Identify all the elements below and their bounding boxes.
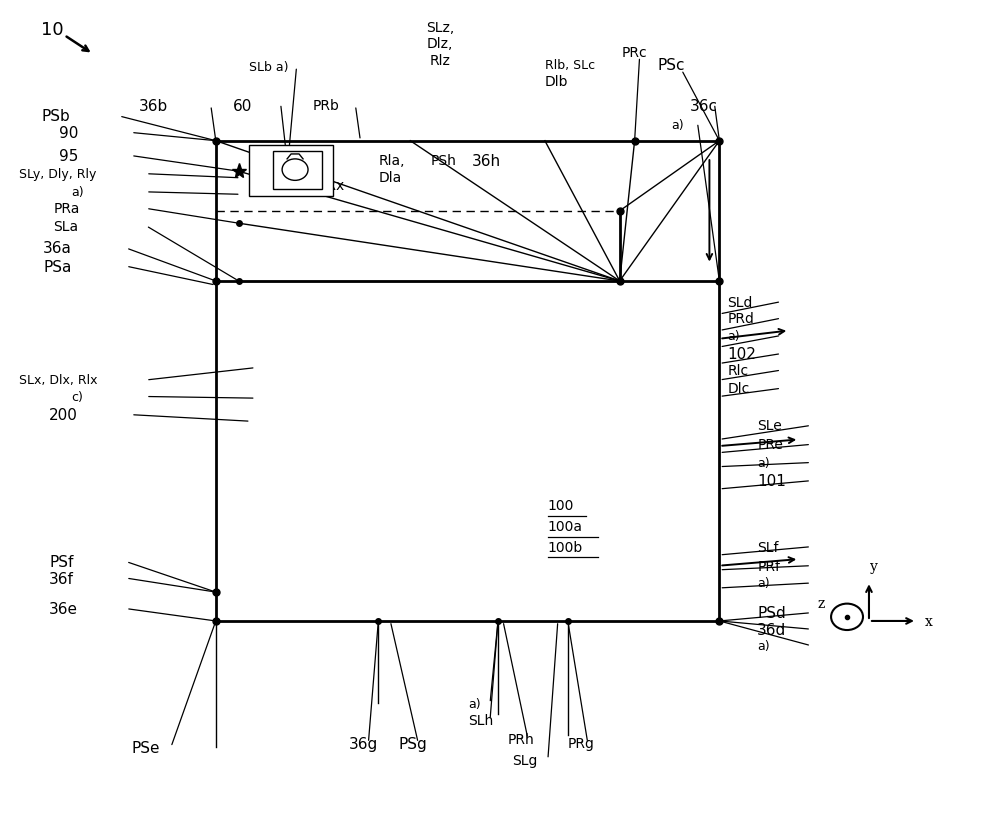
Text: 100a: 100a	[548, 519, 583, 533]
Bar	[273, 152, 322, 190]
Text: SLy, Dly, Rly: SLy, Dly, Rly	[19, 168, 97, 181]
Text: a): a)	[757, 576, 770, 590]
Bar	[620, 141, 719, 282]
Text: SLe: SLe	[757, 418, 782, 433]
Text: 36b: 36b	[139, 98, 168, 113]
Text: a): a)	[71, 186, 84, 199]
Text: Rla,: Rla,	[378, 155, 405, 168]
Text: 36a: 36a	[43, 241, 72, 256]
Text: c): c)	[71, 390, 83, 404]
Text: Rlc: Rlc	[727, 364, 748, 378]
Text: PRg: PRg	[568, 736, 595, 750]
Text: SLa: SLa	[53, 219, 78, 233]
Bar	[216, 282, 719, 592]
Circle shape	[831, 604, 863, 630]
Text: SLf: SLf	[757, 540, 779, 554]
Text: Rlb, SLc: Rlb, SLc	[545, 60, 595, 72]
Text: y: y	[870, 559, 878, 573]
Text: 36h: 36h	[472, 154, 501, 169]
Text: PSg: PSg	[398, 736, 427, 751]
Text: a): a)	[727, 329, 740, 342]
Text: Rlz: Rlz	[430, 54, 451, 68]
Text: PRb: PRb	[313, 99, 339, 113]
Text: Dlc: Dlc	[727, 382, 750, 396]
Text: PRa: PRa	[53, 202, 80, 216]
Bar	[216, 212, 620, 282]
Text: 36e: 36e	[49, 601, 78, 616]
Text: 36g: 36g	[348, 736, 378, 751]
Text: PRh: PRh	[508, 732, 535, 746]
Text: Dlb: Dlb	[545, 75, 568, 89]
Text: PSd: PSd	[757, 605, 786, 620]
Text: SLz,: SLz,	[426, 21, 454, 35]
Text: PSe: PSe	[131, 740, 160, 755]
Text: a): a)	[757, 639, 770, 653]
Text: a): a)	[672, 118, 684, 131]
Text: 100: 100	[548, 499, 574, 513]
Text: SLg: SLg	[512, 753, 538, 767]
Text: PRx: PRx	[319, 179, 345, 193]
Text: 95: 95	[59, 149, 79, 164]
Text: SLd: SLd	[727, 295, 753, 309]
Text: 36c: 36c	[689, 98, 717, 113]
Text: a): a)	[468, 697, 481, 710]
Text: 10: 10	[41, 22, 64, 39]
Text: 60: 60	[233, 98, 252, 113]
Text: x: x	[925, 614, 933, 629]
Text: 200: 200	[49, 408, 78, 423]
Text: 90: 90	[59, 126, 79, 141]
Text: z: z	[817, 596, 825, 610]
Text: 102: 102	[727, 347, 756, 361]
Bar	[216, 588, 719, 621]
Text: PSb: PSb	[41, 109, 70, 124]
Text: 100b: 100b	[548, 540, 583, 554]
Text: SLb a): SLb a)	[249, 61, 288, 74]
Text: 36d: 36d	[757, 622, 787, 637]
Text: 101: 101	[757, 474, 786, 489]
Text: PSa: PSa	[43, 260, 72, 275]
Text: 36f: 36f	[49, 571, 74, 586]
Bar	[249, 146, 333, 197]
Text: PRf: PRf	[757, 559, 780, 573]
Text: PRe: PRe	[757, 437, 783, 452]
Text: SLh: SLh	[468, 713, 493, 727]
Text: PRd: PRd	[727, 312, 754, 326]
Text: PRc: PRc	[622, 45, 647, 60]
Text: Dla: Dla	[378, 171, 402, 184]
Text: PSf: PSf	[49, 554, 74, 569]
Text: PSh: PSh	[430, 155, 456, 168]
Text: SLx, Dlx, Rlx: SLx, Dlx, Rlx	[19, 374, 98, 387]
Text: a): a)	[757, 457, 770, 470]
Text: Dlz,: Dlz,	[427, 37, 453, 51]
Text: PSc: PSc	[658, 58, 685, 73]
